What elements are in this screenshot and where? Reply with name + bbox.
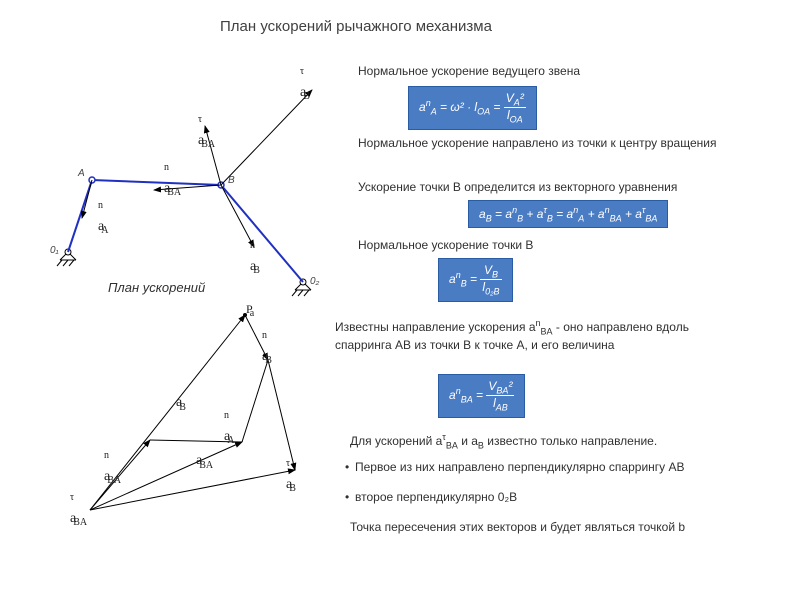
- vl-aA-n: naA: [98, 200, 108, 236]
- plan-aB: aB: [176, 395, 186, 413]
- text-perp-O2B: второе перпендикулярно 0₂В: [355, 490, 655, 506]
- label-B: B: [228, 175, 235, 186]
- acceleration-plan-diagram: [0, 300, 340, 570]
- plan-aBA-tau: τaBA: [70, 492, 87, 528]
- label-A: A: [78, 168, 85, 179]
- t6a: Для ускорений a: [350, 434, 442, 448]
- formula-aB-n: anB = VBl0₂B: [438, 258, 513, 302]
- formula-aA-n: anA = ω² · lOA = VA²lOA: [408, 86, 537, 130]
- t5a: Известны направление ускорения a: [335, 320, 536, 334]
- plan-aB-n: naB: [262, 330, 272, 366]
- formula-aB-sum: aB = anB + aτB = anA + anBA + aτBA: [468, 200, 668, 228]
- label-O1: 0₁: [50, 245, 59, 256]
- text-intersection-b: Точка пересечения этих векторов и будет …: [350, 520, 750, 536]
- text-normal-accel-driving: Нормальное ускорение ведущего звена: [358, 64, 678, 80]
- formula-aA-left: anA = ω² · lOA =: [419, 100, 504, 114]
- text-only-direction-known: Для ускорений aτBA и aB известно только …: [350, 432, 750, 452]
- plan-aBA-n: naBA: [104, 450, 121, 486]
- t6b: и a: [458, 434, 478, 448]
- label-O2: 0₂: [310, 276, 319, 287]
- bullet-2: •: [345, 490, 349, 504]
- plan-Pa: Pa: [246, 302, 254, 319]
- plan-aA-n: naA: [224, 410, 234, 446]
- text-direction-to-center: Нормальное ускорение направлено из точки…: [358, 136, 728, 152]
- t6c: известно только направление.: [484, 434, 657, 448]
- plan-aBA: aBA: [196, 453, 213, 471]
- vl-aB-n: naB: [250, 240, 260, 276]
- text-known-direction-aBA: Известны направление ускорения anBA - он…: [335, 318, 735, 354]
- text-perp-AB: Первое из них направлено перпендикулярно…: [355, 460, 755, 476]
- vl-aBA-tau: τaBA: [198, 114, 215, 150]
- vl-aBA-n: naBA: [164, 162, 181, 198]
- mechanism-diagram: [0, 0, 340, 310]
- text-normal-accel-B: Нормальное ускорение точки В: [358, 238, 678, 254]
- bullet-1: •: [345, 460, 349, 474]
- formula-aBA-n: anBA = VBA²lAB: [438, 374, 525, 418]
- vl-aB-tau: τaB: [300, 66, 310, 102]
- plan-aB-tau: τaB: [286, 458, 296, 494]
- text-pointB-vector-eq: Ускорение точки В определится из векторн…: [358, 180, 758, 196]
